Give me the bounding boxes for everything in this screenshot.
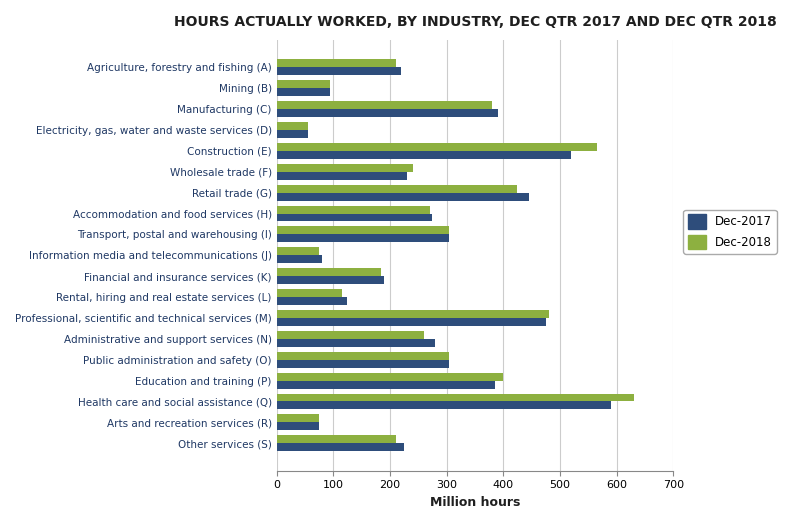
Bar xyxy=(276,80,330,88)
Bar xyxy=(276,59,395,68)
Bar xyxy=(276,130,308,138)
Bar xyxy=(276,143,597,151)
Bar xyxy=(276,422,319,430)
Bar xyxy=(276,109,498,117)
X-axis label: Million hours: Million hours xyxy=(430,496,520,509)
Bar xyxy=(276,352,449,359)
Bar xyxy=(276,268,381,276)
Bar xyxy=(276,318,545,326)
Bar xyxy=(276,101,492,109)
Bar xyxy=(276,164,413,172)
Bar xyxy=(276,68,401,75)
Bar xyxy=(276,88,330,96)
Bar xyxy=(276,414,319,422)
Bar xyxy=(276,401,611,409)
Title: HOURS ACTUALLY WORKED, BY INDUSTRY, DEC QTR 2017 AND DEC QTR 2018: HOURS ACTUALLY WORKED, BY INDUSTRY, DEC … xyxy=(174,15,777,29)
Bar xyxy=(276,151,572,159)
Bar xyxy=(276,373,503,380)
Bar xyxy=(276,193,529,201)
Bar xyxy=(276,339,435,347)
Bar xyxy=(276,226,449,234)
Bar xyxy=(276,380,495,388)
Bar xyxy=(276,276,384,284)
Bar xyxy=(276,289,341,297)
Legend: Dec-2017, Dec-2018: Dec-2017, Dec-2018 xyxy=(683,210,777,254)
Bar xyxy=(276,359,449,368)
Bar xyxy=(276,255,322,263)
Bar xyxy=(276,394,634,401)
Bar xyxy=(276,185,518,193)
Bar xyxy=(276,310,549,318)
Bar xyxy=(276,331,424,339)
Bar xyxy=(276,443,404,451)
Bar xyxy=(276,214,433,222)
Bar xyxy=(276,205,430,214)
Bar xyxy=(276,172,407,180)
Bar xyxy=(276,435,395,443)
Bar xyxy=(276,234,449,243)
Bar xyxy=(276,247,319,255)
Bar xyxy=(276,122,308,130)
Bar xyxy=(276,297,348,305)
